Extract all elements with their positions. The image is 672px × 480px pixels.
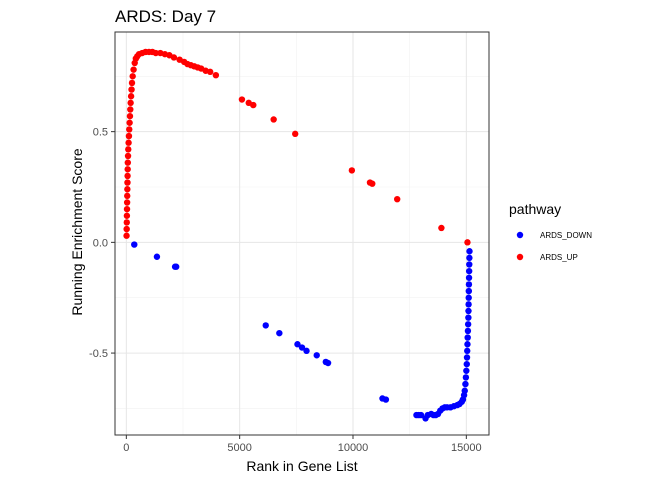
point-ards-down — [303, 347, 310, 355]
y-axis-title: Running Enrichment Score — [69, 148, 85, 316]
point-ards-up — [123, 232, 130, 239]
point-ards-up — [270, 116, 277, 123]
point-ards-up — [124, 166, 131, 173]
point-ards-up — [438, 224, 445, 232]
point-ards-up — [127, 99, 134, 107]
point-ards-up — [123, 199, 131, 206]
point-ards-down — [262, 322, 269, 329]
point-ards-down — [463, 367, 470, 374]
y-tick-label: -0.5 — [89, 348, 108, 360]
point-ards-down — [466, 261, 473, 268]
point-ards-down — [464, 334, 471, 341]
point-ards-down — [466, 248, 473, 255]
legend-title: pathway — [509, 201, 561, 217]
point-ards-up — [126, 112, 134, 120]
point-ards-up — [123, 225, 130, 233]
point-ards-down — [462, 374, 470, 381]
point-ards-down — [465, 301, 472, 308]
point-ards-up — [464, 239, 471, 246]
legend-key-ards-down — [516, 231, 524, 239]
point-ards-down — [464, 327, 472, 335]
point-ards-up — [127, 106, 134, 113]
point-ards-down — [461, 387, 468, 394]
point-ards-up — [127, 93, 135, 100]
point-ards-down — [465, 287, 473, 295]
point-ards-down — [464, 321, 472, 328]
point-ards-down — [465, 267, 473, 275]
point-ards-up — [125, 139, 132, 146]
point-ards-up — [124, 152, 132, 160]
point-ards-up — [123, 212, 131, 219]
point-ards-up — [170, 54, 178, 61]
point-ards-up — [292, 130, 299, 138]
point-ards-up — [152, 49, 159, 57]
point-ards-up — [130, 66, 137, 73]
point-ards-up — [207, 68, 214, 76]
grid-lines — [114, 31, 490, 436]
legend: pathway ARDS_DOWN ARDS_UP — [509, 201, 592, 262]
point-ards-up — [129, 73, 136, 80]
point-ards-down — [313, 352, 320, 359]
point-ards-up — [123, 219, 130, 226]
point-ards-down — [463, 354, 471, 361]
point-ards-down — [382, 396, 390, 403]
point-ards-down — [465, 307, 472, 315]
point-ards-up — [128, 86, 135, 93]
x-tick-label: 5000 — [227, 442, 251, 454]
point-ards-down — [276, 329, 283, 337]
point-ards-down — [153, 253, 161, 260]
point-ards-down — [464, 347, 471, 355]
point-ards-up — [124, 159, 132, 166]
point-ards-down — [131, 241, 138, 248]
axis-ticks: 0 5000 10000 15000 -0.5 0.0 0.5 — [89, 127, 482, 454]
point-ards-up — [126, 126, 133, 133]
point-ards-up — [124, 172, 131, 180]
point-ards-down — [464, 341, 471, 348]
point-ards-down — [298, 344, 306, 351]
x-tick-label: 15000 — [451, 442, 482, 454]
legend-key-ards-up — [516, 253, 524, 261]
point-ards-down — [294, 341, 301, 348]
point-ards-up — [394, 195, 401, 203]
point-ards-down — [465, 274, 473, 281]
point-ards-up — [126, 119, 133, 126]
point-ards-down — [173, 263, 180, 270]
point-ards-up — [250, 101, 257, 109]
y-tick-label: 0.0 — [93, 237, 108, 249]
point-ards-down — [465, 281, 473, 288]
point-ards-up — [348, 167, 356, 174]
point-ards-down — [465, 294, 472, 301]
point-ards-up — [125, 132, 133, 140]
data-points — [123, 48, 473, 422]
point-ards-up — [123, 205, 131, 213]
legend-label-ards-up: ARDS_UP — [540, 253, 578, 262]
point-ards-down — [462, 380, 469, 388]
point-ards-down — [417, 411, 425, 419]
point-ards-down — [465, 314, 472, 321]
point-ards-down — [463, 360, 470, 368]
point-ards-up — [238, 96, 246, 103]
legend-label-ards-down: ARDS_DOWN — [540, 231, 592, 240]
point-ards-down — [324, 359, 332, 367]
point-ards-up — [125, 146, 132, 153]
point-ards-up — [128, 79, 136, 87]
x-axis-title: Rank in Gene List — [246, 458, 357, 474]
panel-border — [114, 31, 490, 436]
point-ards-up — [124, 186, 131, 193]
x-tick-label: 10000 — [338, 442, 369, 454]
x-tick-label: 0 — [123, 442, 129, 454]
point-ards-up — [124, 192, 131, 200]
y-tick-label: 0.5 — [93, 127, 108, 139]
chart-title: ARDS: Day 7 — [115, 7, 216, 26]
point-ards-down — [466, 254, 473, 262]
point-ards-up — [369, 180, 376, 187]
point-ards-up — [124, 179, 131, 186]
point-ards-up — [212, 71, 220, 79]
